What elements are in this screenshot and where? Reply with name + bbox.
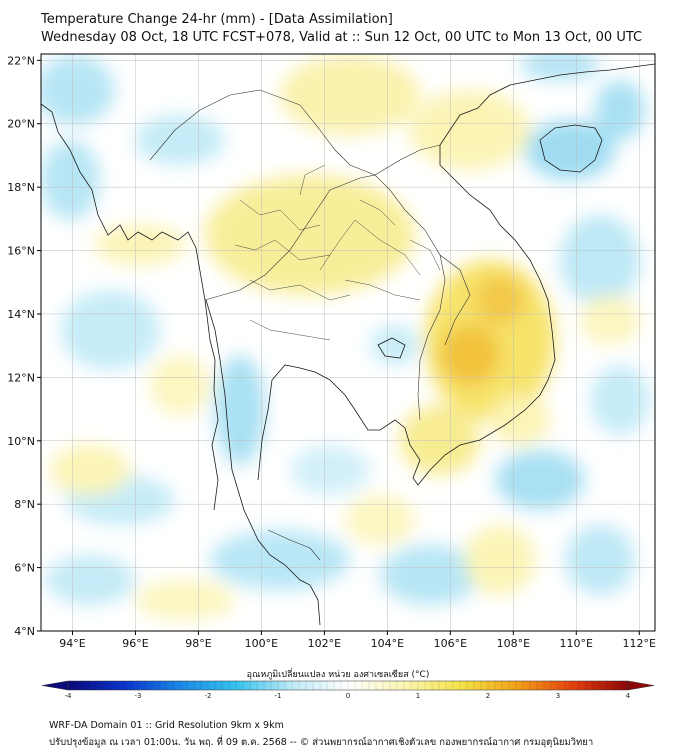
lon-tick-label: 98°E bbox=[185, 637, 211, 650]
warm-area bbox=[205, 175, 415, 295]
cool-area bbox=[210, 530, 350, 590]
lon-tick-label: 108°E bbox=[497, 637, 530, 650]
warm-area bbox=[465, 525, 535, 595]
warm-area bbox=[50, 445, 130, 495]
lat-tick-label: 18°N bbox=[7, 181, 35, 194]
cool-area bbox=[595, 80, 645, 140]
cool-area bbox=[290, 445, 370, 495]
lat-tick-label: 12°N bbox=[7, 371, 35, 384]
cool-area bbox=[370, 325, 420, 365]
colorbar-label: -1 bbox=[275, 692, 282, 700]
lon-tick-label: 102°E bbox=[308, 637, 341, 650]
lat-tick-label: 22°N bbox=[7, 54, 35, 67]
cool-area bbox=[215, 355, 265, 465]
tonle-sap-lake bbox=[377, 337, 406, 359]
footer-model-info: WRF-DA Domain 01 :: Grid Resolution 9km … bbox=[49, 720, 284, 731]
colorbar-label: 0 bbox=[346, 692, 350, 700]
warm-area bbox=[95, 225, 185, 265]
colorbar-high-extend bbox=[627, 680, 655, 691]
map-title: Temperature Change 24-hr (mm) - [Data As… bbox=[41, 12, 393, 27]
cambodia-vietnam-coast bbox=[417, 107, 556, 486]
lat-tick-label: 14°N bbox=[7, 308, 35, 321]
cool-area bbox=[525, 120, 615, 180]
colorbar: -4 -3 -2 -1 0 1 2 3 4 bbox=[41, 680, 655, 700]
colorbar-label: -4 bbox=[65, 692, 73, 700]
warm-area bbox=[150, 355, 210, 415]
map-subtitle: Wednesday 08 Oct, 18 UTC FCST+078, Valid… bbox=[41, 30, 643, 45]
cool-area bbox=[135, 115, 225, 165]
warm-area bbox=[580, 295, 640, 345]
cool-area bbox=[565, 525, 635, 595]
lat-tick-label: 8°N bbox=[14, 498, 35, 511]
lat-tick-label: 4°N bbox=[14, 625, 35, 638]
cool-area bbox=[60, 290, 160, 370]
lon-tick-label: 112°E bbox=[623, 637, 656, 650]
warm-area bbox=[280, 55, 420, 135]
province-lines bbox=[234, 164, 441, 341]
colorbar-outline bbox=[67, 680, 629, 691]
lat-tick-label: 10°N bbox=[7, 435, 35, 448]
colorbar-label: 3 bbox=[556, 692, 560, 700]
map-frame bbox=[40, 53, 656, 632]
map-field bbox=[41, 54, 655, 631]
axis-ticks: 94°E 96°E 98°E 100°E 102°E 104°E 106°E 108°E 110… bbox=[7, 54, 656, 650]
colorbar-label: 1 bbox=[416, 692, 420, 700]
lon-tick-label: 110°E bbox=[560, 637, 593, 650]
colorbar-low-extend bbox=[41, 680, 69, 691]
hainan-coast bbox=[539, 124, 603, 173]
malaysia-border bbox=[267, 529, 321, 561]
cool-area bbox=[560, 215, 640, 305]
warm-area bbox=[410, 90, 530, 170]
warm-area bbox=[400, 405, 480, 475]
lon-tick-label: 94°E bbox=[59, 637, 85, 650]
cool-area bbox=[41, 55, 115, 125]
lon-tick-label: 104°E bbox=[371, 637, 404, 650]
colorbar-label: -2 bbox=[205, 692, 212, 700]
warm-area bbox=[475, 275, 525, 325]
country-borders bbox=[149, 89, 471, 561]
laos-border bbox=[299, 104, 471, 346]
lat-tick-label: 6°N bbox=[14, 562, 35, 575]
myanmar-coast bbox=[41, 103, 219, 511]
myanmar-china-border bbox=[149, 89, 301, 161]
thailand-border bbox=[204, 174, 446, 421]
coastlines bbox=[41, 63, 655, 626]
warm-area bbox=[135, 580, 235, 620]
lon-tick-label: 96°E bbox=[122, 637, 148, 650]
warm-area bbox=[490, 395, 550, 445]
colorbar-label: -3 bbox=[135, 692, 142, 700]
colorbar-label: 2 bbox=[486, 692, 490, 700]
lon-tick-label: 106°E bbox=[434, 637, 467, 650]
warm-area bbox=[345, 495, 415, 545]
colorbar-title: อุณหภูมิเปลี่ยนแปลง หน่วย องศาเซลเซียส (… bbox=[246, 670, 430, 680]
colorbar-label: 4 bbox=[626, 692, 631, 700]
colorbar-body bbox=[68, 681, 628, 690]
gulf-of-thailand-coast bbox=[257, 364, 421, 486]
footer-update-info: ปรับปรุงข้อมูล ณ เวลา 01:00น. วัน พฤ. ที… bbox=[49, 737, 594, 748]
south-china-coast bbox=[477, 63, 655, 109]
graticule bbox=[41, 54, 655, 631]
lon-tick-label: 100°E bbox=[245, 637, 278, 650]
cool-area bbox=[41, 140, 100, 220]
warm-area bbox=[440, 325, 500, 385]
cool-area bbox=[45, 555, 135, 605]
cool-area bbox=[495, 450, 585, 510]
cool-area bbox=[380, 545, 480, 605]
lat-tick-label: 20°N bbox=[7, 118, 35, 131]
andaman-coast bbox=[205, 299, 321, 626]
lat-tick-label: 16°N bbox=[7, 245, 35, 258]
cool-area bbox=[590, 365, 650, 435]
